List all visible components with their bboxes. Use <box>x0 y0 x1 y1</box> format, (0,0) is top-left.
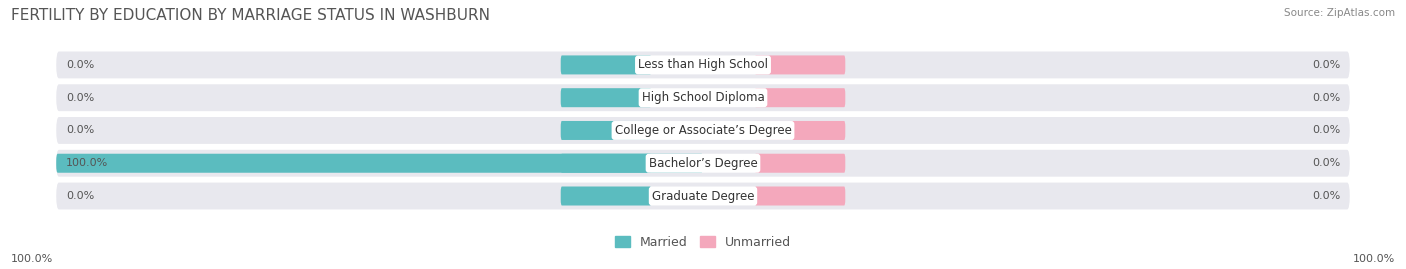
Text: 100.0%: 100.0% <box>11 254 53 264</box>
Text: 0.0%: 0.0% <box>1312 60 1340 70</box>
Text: 0.0%: 0.0% <box>66 191 94 201</box>
Text: 100.0%: 100.0% <box>66 158 108 168</box>
FancyBboxPatch shape <box>56 51 1350 78</box>
FancyBboxPatch shape <box>755 186 845 206</box>
Text: Bachelor’s Degree: Bachelor’s Degree <box>648 157 758 170</box>
FancyBboxPatch shape <box>755 154 845 173</box>
FancyBboxPatch shape <box>561 154 651 173</box>
Text: 0.0%: 0.0% <box>1312 191 1340 201</box>
Legend: Married, Unmarried: Married, Unmarried <box>610 231 796 254</box>
Text: Graduate Degree: Graduate Degree <box>652 189 754 203</box>
Text: College or Associate’s Degree: College or Associate’s Degree <box>614 124 792 137</box>
Text: 0.0%: 0.0% <box>66 125 94 136</box>
Text: Less than High School: Less than High School <box>638 58 768 72</box>
FancyBboxPatch shape <box>755 55 845 75</box>
Text: 0.0%: 0.0% <box>66 60 94 70</box>
Text: 100.0%: 100.0% <box>1353 254 1395 264</box>
Text: Source: ZipAtlas.com: Source: ZipAtlas.com <box>1284 8 1395 18</box>
FancyBboxPatch shape <box>56 154 703 173</box>
FancyBboxPatch shape <box>755 121 845 140</box>
Text: High School Diploma: High School Diploma <box>641 91 765 104</box>
FancyBboxPatch shape <box>561 88 651 107</box>
Text: 0.0%: 0.0% <box>1312 125 1340 136</box>
Text: 0.0%: 0.0% <box>1312 93 1340 103</box>
FancyBboxPatch shape <box>561 121 651 140</box>
Text: 0.0%: 0.0% <box>1312 158 1340 168</box>
FancyBboxPatch shape <box>561 186 651 206</box>
FancyBboxPatch shape <box>56 183 1350 210</box>
FancyBboxPatch shape <box>56 117 1350 144</box>
FancyBboxPatch shape <box>56 84 1350 111</box>
Text: 0.0%: 0.0% <box>66 93 94 103</box>
FancyBboxPatch shape <box>56 150 1350 177</box>
Text: FERTILITY BY EDUCATION BY MARRIAGE STATUS IN WASHBURN: FERTILITY BY EDUCATION BY MARRIAGE STATU… <box>11 8 491 23</box>
FancyBboxPatch shape <box>755 88 845 107</box>
FancyBboxPatch shape <box>561 55 651 75</box>
